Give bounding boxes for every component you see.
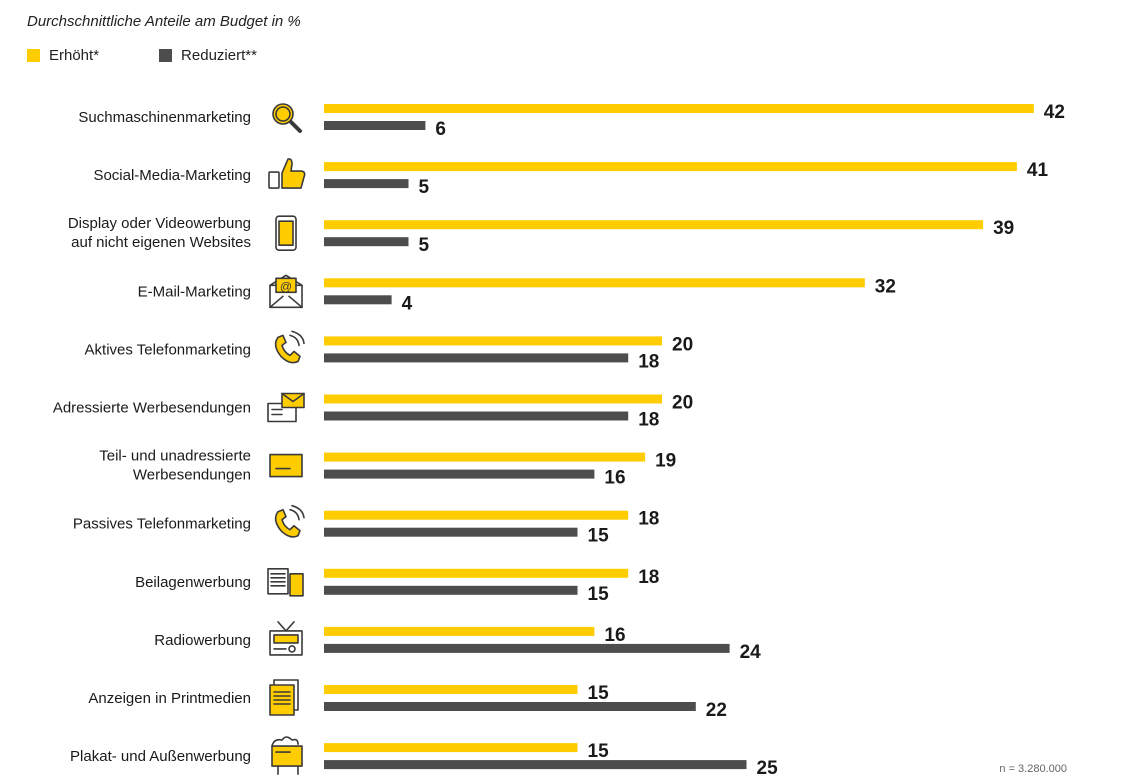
value-label-reduced: 18 — [638, 410, 659, 431]
svg-text:@: @ — [280, 279, 292, 293]
bar-increased — [324, 568, 629, 578]
bar-increased — [324, 278, 865, 288]
category-label: Aktives Telefonmarketing — [85, 341, 251, 358]
value-label-reduced: 16 — [604, 468, 625, 489]
value-label-reduced: 4 — [402, 293, 413, 314]
value-label-increased: 20 — [672, 334, 693, 355]
value-label-reduced: 6 — [435, 119, 446, 140]
chart-subtitle: Durchschnittliche Anteile am Budget in % — [27, 13, 301, 30]
value-label-increased: 39 — [993, 218, 1014, 239]
bar-increased — [324, 336, 662, 346]
legend-item-increased: Erhöht* — [27, 47, 99, 64]
value-label-increased: 15 — [588, 683, 610, 704]
brochure-icon — [267, 567, 304, 597]
category-label: E-Mail-Marketing — [138, 283, 251, 300]
letter-icon — [267, 392, 305, 423]
envelope-icon — [269, 453, 303, 478]
legend-swatch-reduced — [159, 49, 173, 62]
value-label-increased: 16 — [604, 625, 625, 646]
value-label-reduced: 25 — [757, 758, 779, 779]
radio-icon — [269, 621, 303, 656]
value-label-increased: 15 — [588, 741, 610, 762]
search-icon — [272, 103, 302, 133]
value-label-reduced: 15 — [588, 526, 610, 547]
value-label-increased: 42 — [1044, 102, 1065, 123]
email-icon: @ — [269, 274, 303, 309]
legend-label-reduced: Reduziert** — [181, 47, 257, 64]
category-label: Suchmaschinenmarketing — [78, 109, 251, 126]
bar-reduced — [324, 179, 409, 189]
smartphone-icon — [275, 215, 297, 251]
value-label-reduced: 15 — [588, 584, 610, 605]
value-label-increased: 41 — [1027, 160, 1049, 181]
category-label: Plakat- und Außenwerbung — [70, 748, 251, 765]
bar-increased — [324, 220, 984, 230]
legend-swatch-increased — [27, 49, 40, 62]
value-label-reduced: 24 — [740, 642, 762, 663]
category-label: Adressierte Werbesendungen — [53, 400, 251, 417]
value-label-increased: 19 — [655, 451, 676, 472]
bar-increased — [324, 510, 629, 520]
billboard-icon — [271, 736, 303, 775]
category-label: Radiowerbung — [154, 632, 251, 649]
value-label-increased: 18 — [638, 509, 659, 530]
value-label-increased: 18 — [638, 567, 659, 588]
value-label-reduced: 22 — [706, 700, 727, 721]
category-label: Beilagenwerbung — [135, 574, 251, 591]
value-label-reduced: 5 — [419, 235, 430, 256]
bar-increased — [324, 743, 578, 753]
bar-reduced — [324, 527, 578, 537]
bar-increased — [324, 452, 646, 462]
sample-size-note: n = 3.280.000 — [999, 763, 1067, 775]
bar-reduced — [324, 643, 730, 653]
category-label: Passives Telefonmarketing — [73, 516, 251, 533]
bar-reduced — [324, 702, 696, 711]
bar-reduced — [324, 585, 578, 595]
bar-reduced — [324, 411, 629, 421]
bar-reduced — [324, 295, 392, 305]
bar-increased — [324, 104, 1034, 113]
bar-reduced — [324, 760, 747, 770]
thumbs-up-icon — [268, 158, 306, 189]
value-label-reduced: 5 — [419, 177, 430, 198]
legend-item-reduced: Reduziert** — [159, 47, 257, 64]
category-label: Teil- und unadressierte Werbesendungen — [99, 448, 251, 484]
bar-reduced — [324, 353, 629, 363]
bar-reduced — [324, 121, 426, 130]
bar-increased — [324, 162, 1017, 172]
value-label-increased: 32 — [875, 276, 896, 297]
category-label: Anzeigen in Printmedien — [88, 690, 251, 707]
bar-increased — [324, 685, 578, 694]
bar-reduced — [324, 469, 595, 479]
bar-increased — [324, 394, 662, 404]
phone-icon — [274, 504, 305, 538]
legend: Erhöht* Reduziert** — [27, 47, 317, 64]
value-label-increased: 20 — [672, 393, 693, 414]
value-label-reduced: 18 — [638, 351, 659, 372]
phone-icon — [274, 330, 305, 364]
legend-label-increased: Erhöht* — [49, 47, 100, 64]
category-label: Social-Media-Marketing — [93, 167, 251, 184]
category-label: Display oder Videowerbung auf nicht eigen… — [68, 215, 251, 251]
bar-increased — [324, 626, 595, 636]
bar-reduced — [324, 237, 409, 247]
print-ad-icon — [269, 679, 299, 716]
